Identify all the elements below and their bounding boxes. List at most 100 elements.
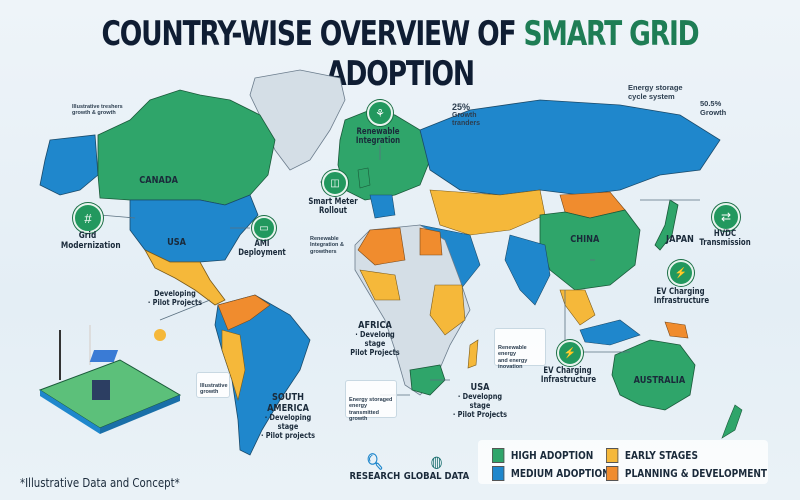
grid-mod-line-1: Grid	[78, 231, 97, 241]
ann-trend-1: Illustrative treshers	[72, 104, 123, 110]
label-canada: CANADA	[139, 175, 178, 186]
grid-mod-line-2: Modernization	[60, 240, 121, 251]
africa-note-1: · Develong stage	[355, 330, 395, 348]
label-ev-charging-1: EV Charging Infrastructure	[653, 287, 710, 307]
region-usa	[129, 194, 259, 263]
region-japan	[654, 199, 679, 251]
region-png	[664, 321, 689, 339]
card-renewable-energy: Renewable energy and energy inovation	[494, 328, 546, 370]
ann-storage-1: Energy storage	[628, 83, 683, 92]
legend-label: PLANNING & DEVELOPMENT	[624, 467, 768, 480]
annotation-renewable-growth: Renewable Integration & growthers	[310, 236, 344, 255]
ann-re-2: and energy	[498, 357, 528, 364]
label-china: CHINA	[570, 234, 600, 245]
globe-icon: ◍	[430, 452, 443, 471]
ca-note-1: Developing	[154, 289, 196, 298]
region-china	[539, 209, 641, 291]
label-smart-meter-rollout: Smart Meter Rollout	[306, 197, 360, 217]
legend-item-planning: PLANNING & DEVELOPMENT	[606, 466, 767, 481]
legend-item-early: EARLY STAGES	[606, 448, 698, 463]
ev-charger-icon: ⚡	[668, 260, 694, 286]
ann-es-1: Energy storaged	[349, 397, 393, 403]
annotation-energy-storage: Energy storage cycle system	[628, 83, 683, 101]
monitor-icon: ▭	[252, 216, 276, 240]
magnifier-icon: 🔍︎	[366, 452, 384, 471]
region-west-africa	[359, 269, 401, 301]
hvdc-line-2: Transmission	[699, 238, 751, 249]
hvdc-arrows-icon: ⇄	[712, 203, 740, 231]
ev1-line-2: Infrastructure	[653, 296, 710, 307]
label-grid-modernization: Grid Modernization	[60, 231, 121, 252]
grid-icon: #	[73, 203, 103, 233]
region-australia	[611, 339, 696, 411]
annotation-illustrative-trends: Illustrative treshers growth & growth	[72, 104, 123, 117]
ca-note-2: · Pilot Projects	[147, 297, 203, 307]
annotation-growth-25: 25% Growth tranders	[452, 102, 480, 128]
region-africa	[354, 224, 471, 396]
legend-swatch	[606, 466, 619, 481]
sun-icon	[154, 329, 166, 341]
smart-meter-icon: ◫	[322, 170, 348, 196]
renew-line-1: Renewable	[356, 127, 400, 137]
legend-swatch	[492, 466, 505, 481]
ev2-line-1: EV Charging	[543, 366, 592, 376]
region-central-america	[144, 249, 226, 306]
legend-swatch	[606, 448, 619, 463]
legend-item-medium: MEDIUM ADOPTION	[492, 466, 610, 481]
region-south-america-west	[221, 329, 246, 402]
legend-item-high: HIGH ADOPTION	[492, 448, 593, 463]
growth-25-label-2: tranders	[452, 120, 481, 128]
label-renewable-integration: Renewable Integration	[353, 127, 402, 147]
region-uk	[357, 167, 371, 189]
label-usa: USA	[167, 237, 186, 248]
ami-line-2: Deployment	[238, 248, 286, 259]
label-australia: AUSTRALIA	[633, 375, 686, 386]
title-part-2: ADOPTION	[326, 54, 475, 94]
region-india	[504, 234, 551, 306]
region-central-asia	[429, 189, 546, 236]
label-ami-deployment: AMI Deployment	[237, 239, 286, 259]
hvdc-line-1: HVDC	[713, 229, 737, 239]
region-new-zealand	[721, 404, 743, 439]
renew-line-2: Integration	[355, 136, 401, 147]
ann-ig-1: Illustrative	[200, 383, 228, 389]
ann-rg-1: Renewable	[310, 236, 339, 242]
label-ev-charging-2: EV Charging Infrastructure	[541, 366, 596, 386]
ann-es-2: energy transmitted	[349, 403, 379, 416]
research-label: RESEARCH	[349, 471, 401, 482]
ann-storage-2: cycle system	[628, 91, 675, 101]
ann-es-3: growth	[349, 415, 368, 422]
card-illustrative-growth: Illustrative growth	[196, 372, 230, 398]
ann-re-1: Renewable energy	[498, 345, 527, 358]
sa-title-2: AMERICA	[267, 403, 309, 414]
region-madagascar	[467, 339, 479, 369]
region-russia	[419, 99, 721, 196]
meter-line-2: Rollout	[318, 206, 348, 217]
africa-note-2: Pilot Projects	[350, 347, 400, 357]
solar-panel-icon	[89, 350, 119, 362]
wind-turbine-icon: ⚘	[367, 100, 393, 126]
region-south-africa	[409, 364, 446, 396]
usa-sa-note-1: · Developng stage	[457, 392, 503, 410]
ami-line-1: AMI	[254, 239, 270, 249]
growth-50-value: 50.5%	[700, 99, 722, 108]
footnote: *Illustrative Data and Concept*	[20, 476, 180, 490]
region-south-america-north	[217, 294, 271, 331]
region-egypt	[419, 227, 443, 256]
ann-es: Energy storaged energy transmitted growt…	[349, 397, 396, 422]
ann-re: Renewable energy and energy inovation	[498, 345, 545, 370]
growth-50-label: Growth	[700, 107, 727, 117]
usa-sa-title: USA	[470, 382, 490, 393]
sa-note-1: · Developing stage	[264, 413, 312, 431]
label-africa: AFRICA · Develong stage Pilot Projects	[346, 320, 403, 357]
legend-swatch	[492, 448, 505, 463]
battery-icon	[92, 380, 110, 400]
region-indonesia	[579, 319, 641, 346]
ann-trend-2: growth & growth	[72, 110, 116, 117]
legend-label: EARLY STAGES	[624, 449, 698, 462]
annotation-growth-50: 50.5% Growth	[700, 99, 727, 117]
ann-re-3: inovation	[498, 363, 523, 370]
meter-line-1: Smart Meter	[308, 197, 358, 207]
region-east-africa	[429, 284, 466, 336]
